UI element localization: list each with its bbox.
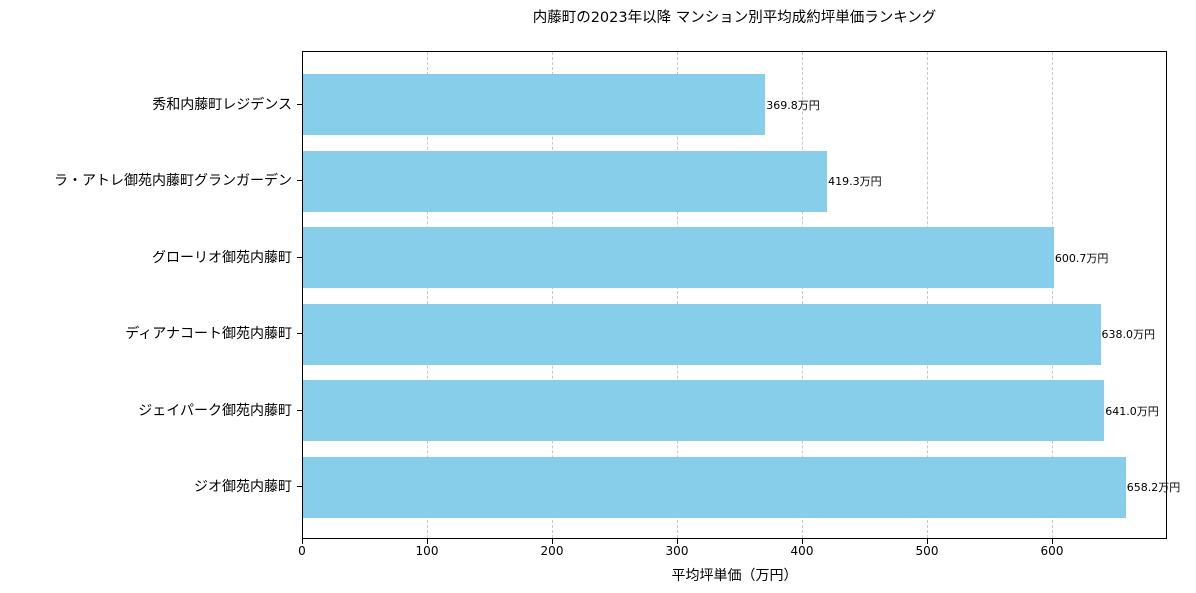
chart-title: 内藤町の2023年以降 マンション別平均成約坪単価ランキング <box>532 10 937 26</box>
bar <box>303 456 1126 518</box>
y-tick-label: ジェイパーク御苑内藤町 <box>138 402 292 419</box>
x-tick <box>802 539 803 544</box>
bar-value-label: 369.8万円 <box>766 98 820 112</box>
y-tick-label: ジオ御苑内藤町 <box>194 479 292 495</box>
bar <box>303 380 1105 441</box>
bar-value-label: 638.0万円 <box>1101 328 1156 341</box>
x-tick <box>927 539 928 544</box>
y-tick <box>297 256 302 258</box>
y-tick-label: 秀和内藤町レジデンス <box>152 96 292 113</box>
x-tick-label: 600 <box>1040 544 1064 558</box>
x-tick-label: 200 <box>540 544 564 558</box>
y-tick-label: ディアナコート御苑内藤町 <box>125 326 292 342</box>
bar <box>303 303 1101 365</box>
x-tick <box>427 539 428 544</box>
y-tick-label: ラ・アトレ御苑内藤町グランガーデン <box>54 173 292 189</box>
y-tick <box>297 103 302 105</box>
x-tick <box>1052 539 1053 544</box>
y-tick <box>297 180 302 181</box>
bar <box>303 227 1054 288</box>
x-tick-label: 400 <box>790 544 814 558</box>
x-tick-label: 100 <box>415 544 439 558</box>
plot-area: 369.8万円 419.3万円 600.7万円 638.0万円 641.0万円 658.2… <box>302 51 1180 539</box>
gridline <box>927 52 928 538</box>
gridline <box>677 52 678 538</box>
x-tick-label: 0 <box>298 544 306 558</box>
y-tick <box>297 486 302 487</box>
x-tick <box>677 539 678 544</box>
x-tick <box>302 539 303 544</box>
x-tick <box>552 539 553 544</box>
bar-value-label: 658.2万円 <box>1126 481 1181 494</box>
bar <box>303 74 766 135</box>
gridline <box>1052 52 1053 538</box>
x-tick-label: 500 <box>915 544 939 558</box>
y-tick <box>297 333 302 334</box>
bar <box>303 150 828 212</box>
gridline <box>802 52 803 538</box>
x-axis-label: 平均坪単価（万円） <box>671 568 798 584</box>
y-tick-label: グローリオ御苑内藤町 <box>152 249 292 266</box>
gridline <box>552 52 553 538</box>
bar-value-label: 600.7万円 <box>1054 251 1109 265</box>
bar-value-label: 641.0万円 <box>1105 404 1159 418</box>
gridline <box>427 52 428 538</box>
x-tick-label: 300 <box>665 544 689 558</box>
bar-value-label: 419.3万円 <box>828 175 882 188</box>
y-tick <box>297 409 302 411</box>
